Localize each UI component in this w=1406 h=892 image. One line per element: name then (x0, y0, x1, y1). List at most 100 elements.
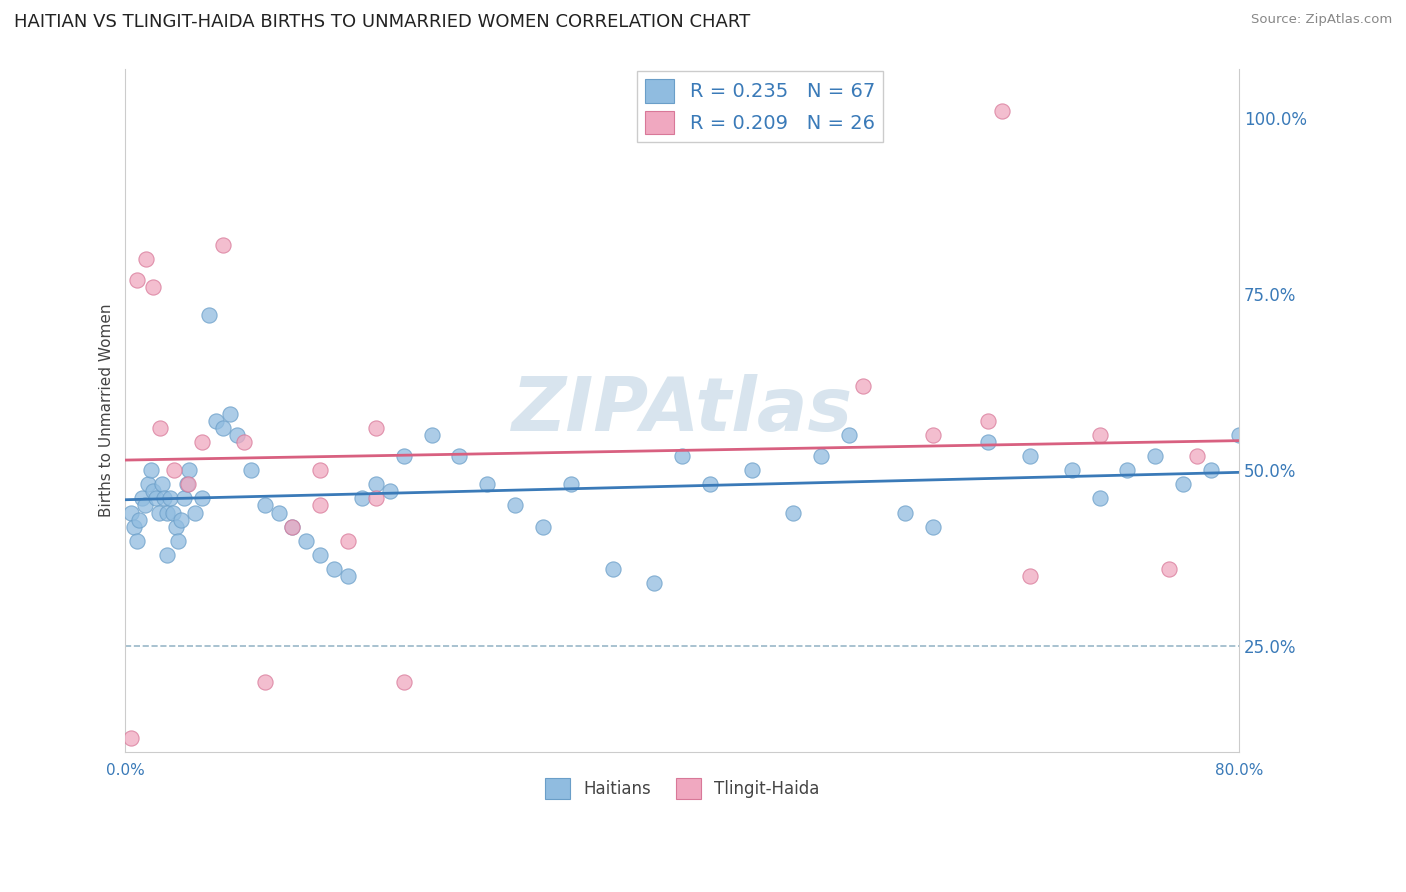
Point (921, 519, 943, 533)
Point (392, 674, 415, 689)
Point (1144, 449, 1167, 463)
Point (852, 378, 875, 392)
Point (184, 506, 207, 520)
Point (295, 533, 318, 548)
Point (309, 499, 332, 513)
Point (159, 491, 181, 506)
Point (337, 569, 360, 583)
Point (120, 731, 142, 745)
Point (420, 428, 443, 442)
Point (198, 308, 221, 322)
Point (378, 484, 401, 499)
Point (323, 562, 346, 576)
Point (309, 463, 332, 477)
Point (1019, 449, 1042, 463)
Point (179, 463, 201, 477)
Point (176, 477, 198, 491)
Point (531, 519, 554, 533)
Point (120, 506, 142, 520)
Point (1116, 463, 1139, 477)
Point (122, 519, 145, 533)
Point (156, 548, 179, 562)
Point (602, 562, 624, 576)
Point (156, 506, 179, 520)
Point (560, 477, 582, 491)
Point (218, 407, 240, 421)
Point (503, 499, 526, 513)
Point (145, 491, 167, 506)
Point (149, 421, 172, 435)
Legend: Haitians, Tlingit-Haida: Haitians, Tlingit-Haida (538, 772, 827, 805)
Point (142, 484, 165, 499)
Point (699, 477, 721, 491)
Point (1171, 477, 1194, 491)
Point (239, 463, 262, 477)
Point (1159, 562, 1181, 576)
Point (153, 491, 176, 506)
Point (134, 499, 156, 513)
Point (142, 280, 165, 294)
Point (364, 477, 387, 491)
Point (173, 491, 195, 506)
Point (1060, 463, 1083, 477)
Point (449, 449, 471, 463)
Point (1227, 428, 1250, 442)
Point (281, 519, 304, 533)
Point (167, 533, 190, 548)
Point (352, 491, 374, 506)
Point (810, 449, 832, 463)
Point (1088, 491, 1111, 506)
Point (232, 435, 254, 450)
Point (128, 512, 150, 526)
Point (477, 477, 499, 491)
Point (191, 491, 214, 506)
Point (671, 449, 693, 463)
Point (205, 414, 228, 428)
Text: 80.0%: 80.0% (1215, 763, 1263, 778)
Point (170, 512, 193, 526)
Point (225, 428, 247, 442)
Point (921, 428, 943, 442)
Point (977, 435, 1000, 450)
Text: Source: ZipAtlas.com: Source: ZipAtlas.com (1251, 13, 1392, 27)
Point (125, 273, 148, 287)
Point (139, 463, 162, 477)
Point (212, 237, 235, 252)
Point (1199, 463, 1222, 477)
Point (1185, 449, 1208, 463)
Point (191, 435, 214, 450)
Point (309, 548, 332, 562)
Text: ZIPAtlas: ZIPAtlas (512, 374, 852, 447)
Text: 0.0%: 0.0% (105, 763, 145, 778)
Point (838, 428, 860, 442)
Point (782, 506, 804, 520)
Point (1019, 569, 1042, 583)
Point (135, 252, 157, 266)
Point (253, 499, 276, 513)
Point (165, 519, 187, 533)
Point (991, 103, 1014, 118)
Point (267, 506, 290, 520)
Point (131, 491, 153, 506)
Point (163, 463, 186, 477)
Point (1088, 428, 1111, 442)
Point (364, 491, 387, 506)
Point (150, 477, 173, 491)
Point (364, 421, 387, 435)
Point (337, 533, 360, 548)
Point (162, 506, 184, 520)
Point (894, 506, 917, 520)
Point (392, 449, 415, 463)
Point (253, 674, 276, 689)
Point (148, 506, 170, 520)
Point (125, 533, 148, 548)
Point (643, 576, 665, 591)
Y-axis label: Births to Unmarried Women: Births to Unmarried Women (100, 303, 114, 517)
Text: HAITIAN VS TLINGIT-HAIDA BIRTHS TO UNMARRIED WOMEN CORRELATION CHART: HAITIAN VS TLINGIT-HAIDA BIRTHS TO UNMAR… (14, 13, 751, 31)
Point (281, 519, 304, 533)
Point (977, 414, 1000, 428)
Point (741, 463, 763, 477)
Point (136, 477, 159, 491)
Point (212, 421, 235, 435)
Point (177, 477, 200, 491)
